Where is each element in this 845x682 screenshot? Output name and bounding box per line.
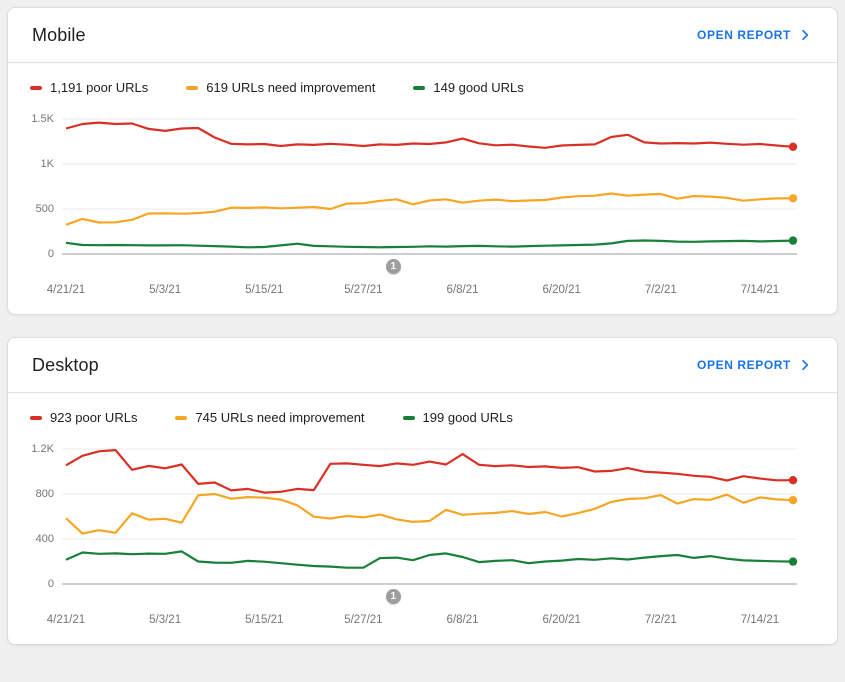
need-improvement-series-swatch [186,85,199,90]
x-axis-tick: 6/8/21 [446,614,479,626]
mobile-card: Mobile OPEN REPORT 1,191 poor URLs 619 U… [7,7,838,315]
x-axis: 4/21/21 5/3/21 5/15/21 5/27/21 6/8/21 6/20/21… [47,284,797,300]
series-line-good [65,239,794,249]
chart-canvas[interactable] [62,437,798,597]
page-title: Mobile [32,24,86,45]
series-endpoint-good [788,236,798,245]
x-axis-tick: 6/8/21 [446,284,479,296]
legend-item-label: 745 URLs need improvement [195,410,365,425]
open-report-link[interactable]: OPEN REPORT [697,357,813,373]
chart-canvas[interactable] [62,107,798,267]
x-axis-tick: 7/2/21 [644,284,677,296]
x-axis-tick: 4/21/21 [46,614,86,626]
mobile-card-header: Mobile OPEN REPORT [8,8,837,62]
legend-item-label: 149 good URLs [433,80,524,95]
annotation-marker-1[interactable]: 1 [385,259,401,274]
series-line-poor [65,449,794,494]
legend-item-label: 923 poor URLs [50,410,138,425]
y-axis-tick: 400 [35,533,54,545]
legend-item-good[interactable]: 199 good URLs [402,410,513,425]
x-axis-tick: 5/27/21 [344,284,383,296]
chevron-right-icon [802,29,809,41]
x-axis-tick: 4/21/21 [46,284,86,296]
y-axis-tick: 800 [35,488,54,500]
series-line-need-improvement [65,492,794,535]
legend-item-need-improvement[interactable]: 745 URLs need improvement [175,410,365,425]
y-axis: 1.2K 800 400 0 [8,437,54,597]
desktop-trend-chart[interactable]: 1.2K 800 400 0 1 4/21/21 5/3/21 5/15/21 5/27/2… [31,437,798,644]
x-axis-tick: 6/20/21 [542,284,581,296]
legend-item-poor[interactable]: 923 poor URLs [30,410,137,425]
series-endpoint-poor [788,142,798,151]
legend-item-label: 1,191 poor URLs [50,80,149,95]
legend-item-poor[interactable]: 1,191 poor URLs [30,80,148,95]
legend-item-label: 199 good URLs [422,410,513,425]
y-axis-tick: 500 [35,203,54,215]
good-series-swatch [402,415,415,420]
series-line-poor [65,121,794,149]
poor-series-swatch [30,415,42,420]
legend: 1,191 poor URLs 619 URLs need improvemen… [8,63,837,97]
desktop-card: Desktop OPEN REPORT 923 poor URLs 745 UR… [7,337,838,645]
series-endpoint-need-improvement [788,496,798,505]
need-improvement-series-swatch [175,415,188,420]
poor-series-swatch [30,85,42,90]
y-axis-tick: 1K [40,158,54,170]
series-endpoint-need-improvement [788,194,798,203]
y-axis-tick: 1.2K [31,443,54,455]
annotation-marker-1[interactable]: 1 [385,589,401,604]
legend-item-good[interactable]: 149 good URLs [413,80,524,95]
y-axis: 1.5K 1K 500 0 [8,107,54,267]
legend-item-label: 619 URLs need improvement [206,80,376,95]
x-axis-tick: 5/3/21 [149,284,182,296]
mobile-trend-chart[interactable]: 1.5K 1K 500 0 1 4/21/21 5/3/21 5/15/21 5/27/21… [31,107,798,314]
series-endpoint-poor [788,476,798,485]
series-endpoint-good [788,557,798,566]
series-line-need-improvement [65,192,794,226]
x-axis: 4/21/21 5/3/21 5/15/21 5/27/21 6/8/21 6/20/21… [47,614,797,630]
legend-item-need-improvement[interactable]: 619 URLs need improvement [186,80,375,95]
chevron-right-icon [802,359,809,371]
open-report-link[interactable]: OPEN REPORT [697,27,813,43]
y-axis-tick: 0 [47,248,54,260]
x-axis-tick: 6/20/21 [542,614,581,626]
x-axis-tick: 5/27/21 [344,614,383,626]
y-axis-tick: 1.5K [31,113,54,125]
x-axis-tick: 7/14/21 [740,614,780,626]
x-axis-tick: 5/3/21 [149,614,182,626]
open-report-label: OPEN REPORT [697,358,791,372]
x-axis-tick: 7/14/21 [740,284,780,296]
divider [8,392,837,393]
x-axis-tick: 5/15/21 [245,614,284,626]
x-axis-tick: 7/2/21 [644,614,677,626]
y-axis-tick: 0 [47,578,54,590]
legend: 923 poor URLs 745 URLs need improvement … [8,393,837,427]
page-title: Desktop [32,354,99,375]
good-series-swatch [413,85,426,90]
x-axis-tick: 5/15/21 [245,284,284,296]
divider [8,62,837,63]
desktop-card-header: Desktop OPEN REPORT [8,338,837,392]
series-line-good [65,550,794,569]
open-report-label: OPEN REPORT [697,28,791,42]
